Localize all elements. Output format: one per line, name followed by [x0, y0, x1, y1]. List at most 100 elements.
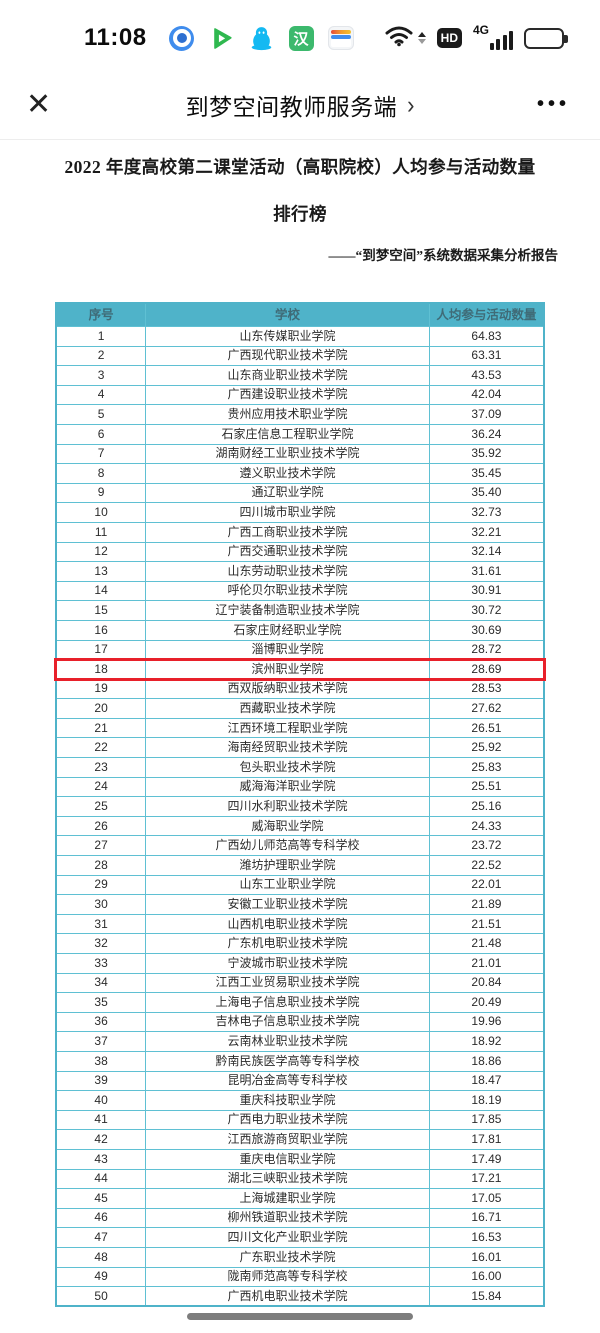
value-cell: 26.51	[428, 717, 545, 739]
school-cell: 吉林电子信息职业技术学院	[145, 1011, 430, 1033]
school-cell: 四川文化产业职业学院	[145, 1227, 430, 1248]
rank-cell: 30	[55, 894, 147, 915]
rank-cell: 34	[55, 972, 147, 994]
rank-cell: 16	[55, 619, 147, 641]
table-row: 30 安徽工业职业技术学院 21.89	[55, 894, 545, 915]
close-icon[interactable]: ✕	[26, 87, 52, 121]
school-cell: 广西建设职业技术学院	[145, 384, 430, 406]
value-cell: 30.72	[428, 600, 545, 621]
value-cell: 27.62	[428, 698, 545, 719]
value-cell: 43.53	[428, 365, 545, 386]
value-cell: 23.72	[428, 835, 545, 857]
table-row: 6 石家庄信息工程职业学院 36.24	[55, 423, 545, 445]
rank-cell: 33	[55, 953, 147, 974]
report-title-line1: 2022 年度高校第二课堂活动（高职院校）人均参与活动数量	[64, 157, 536, 177]
table-row: 44 湖北三峡职业技术学院 17.21	[55, 1168, 545, 1190]
table-row: 25 四川水利职业技术学院 25.16	[55, 796, 545, 817]
rank-cell: 19	[55, 678, 147, 700]
value-cell: 21.01	[428, 953, 545, 974]
school-cell: 云南林业职业技术学院	[145, 1031, 430, 1052]
rank-cell: 13	[55, 561, 147, 582]
value-cell: 28.72	[428, 639, 545, 661]
rank-cell: 42	[55, 1129, 147, 1150]
table-row: 29 山东工业职业学院 22.01	[55, 874, 545, 896]
value-cell: 25.51	[428, 776, 545, 798]
rank-cell: 17	[55, 639, 147, 661]
value-cell: 25.16	[428, 796, 545, 817]
rank-cell: 29	[55, 874, 147, 896]
table-row: 35 上海电子信息职业技术学院 20.49	[55, 992, 545, 1013]
table-row: 3 山东商业职业技术学院 43.53	[55, 365, 545, 386]
school-cell: 西藏职业技术学院	[145, 698, 430, 719]
value-cell: 17.49	[428, 1148, 545, 1170]
rank-cell: 50	[55, 1286, 147, 1307]
wifi-icon	[385, 25, 413, 52]
report-header: 2022 年度高校第二课堂活动（高职院校）人均参与活动数量 排行榜 ——“到梦空…	[0, 140, 600, 264]
school-cell: 安徽工业职业技术学院	[145, 894, 430, 915]
school-cell: 重庆电信职业学院	[145, 1148, 430, 1170]
rank-cell: 23	[55, 757, 147, 778]
table-row: 20 西藏职业技术学院 27.62	[55, 698, 545, 719]
value-cell: 28.69	[428, 659, 545, 680]
ranking-table-body: 1 山东传媒职业学院 64.83 2 广西现代职业技术学院 63.31 3 山东…	[54, 326, 546, 1307]
value-cell: 18.86	[428, 1050, 545, 1072]
value-cell: 35.45	[428, 463, 545, 484]
value-cell: 17.85	[428, 1109, 545, 1131]
school-cell: 海南经贸职业技术学院	[145, 737, 430, 759]
chevron-right-icon: ›	[407, 89, 415, 119]
school-cell: 昆明冶金高等专科学校	[145, 1070, 430, 1092]
rank-cell: 10	[55, 502, 147, 523]
rank-cell: 9	[55, 482, 147, 504]
nav-title-group[interactable]: 到梦空间教师服务端 ›	[186, 88, 415, 122]
table-row: 22 海南经贸职业技术学院 25.92	[55, 737, 545, 759]
rank-cell: 1	[55, 326, 147, 347]
value-cell: 18.92	[428, 1031, 545, 1052]
value-cell: 25.92	[428, 737, 545, 759]
table-row: 49 陇南师范高等专科学校 16.00	[55, 1266, 545, 1288]
school-cell: 呼伦贝尔职业技术学院	[145, 580, 430, 602]
value-cell: 30.91	[428, 580, 545, 602]
table-row: 24 威海海洋职业学院 25.51	[55, 776, 545, 798]
column-header-school: 学校	[145, 302, 430, 327]
table-row: 18 滨州职业学院 28.69	[54, 657, 546, 682]
table-row: 26 威海职业学院 24.33	[55, 815, 545, 837]
rank-cell: 49	[55, 1266, 147, 1288]
data-arrows-icon	[417, 32, 426, 44]
rank-cell: 26	[55, 815, 147, 837]
school-cell: 潍坊护理职业学院	[145, 855, 430, 876]
table-row: 34 江西工业贸易职业技术学院 20.84	[55, 972, 545, 994]
value-cell: 15.84	[428, 1286, 545, 1307]
school-cell: 柳州铁道职业技术学院	[145, 1207, 430, 1229]
school-cell: 淄博职业学院	[145, 639, 430, 661]
table-row: 43 重庆电信职业学院 17.49	[55, 1148, 545, 1170]
school-cell: 辽宁装备制造职业技术学院	[145, 600, 430, 621]
value-cell: 17.81	[428, 1129, 545, 1150]
rank-cell: 5	[55, 404, 147, 425]
value-cell: 16.00	[428, 1266, 545, 1288]
value-cell: 17.05	[428, 1188, 545, 1209]
table-row: 12 广西交通职业技术学院 32.14	[55, 541, 545, 563]
school-cell: 包头职业技术学院	[145, 757, 430, 778]
school-cell: 通辽职业学院	[145, 482, 430, 504]
rank-cell: 48	[55, 1246, 147, 1268]
table-row: 36 吉林电子信息职业技术学院 19.96	[55, 1011, 545, 1033]
table-row: 17 淄博职业学院 28.72	[55, 639, 545, 661]
value-cell: 18.19	[428, 1090, 545, 1111]
value-cell: 42.04	[428, 384, 545, 406]
rank-cell: 12	[55, 541, 147, 563]
table-row: 4 广西建设职业技术学院 42.04	[55, 384, 545, 406]
more-options-icon[interactable]: •••	[536, 93, 570, 115]
rank-cell: 28	[55, 855, 147, 876]
rank-cell: 15	[55, 600, 147, 621]
school-cell: 广西现代职业技术学院	[145, 345, 430, 367]
home-indicator[interactable]	[187, 1313, 413, 1320]
rank-cell: 47	[55, 1227, 147, 1248]
school-cell: 山东传媒职业学院	[145, 326, 430, 347]
clock: 11:08	[84, 24, 147, 51]
school-cell: 威海海洋职业学院	[145, 776, 430, 798]
rank-cell: 21	[55, 717, 147, 739]
table-row: 46 柳州铁道职业技术学院 16.71	[55, 1207, 545, 1229]
school-cell: 广西工商职业技术学院	[145, 521, 430, 543]
rank-cell: 38	[55, 1050, 147, 1072]
battery-icon	[524, 27, 568, 49]
